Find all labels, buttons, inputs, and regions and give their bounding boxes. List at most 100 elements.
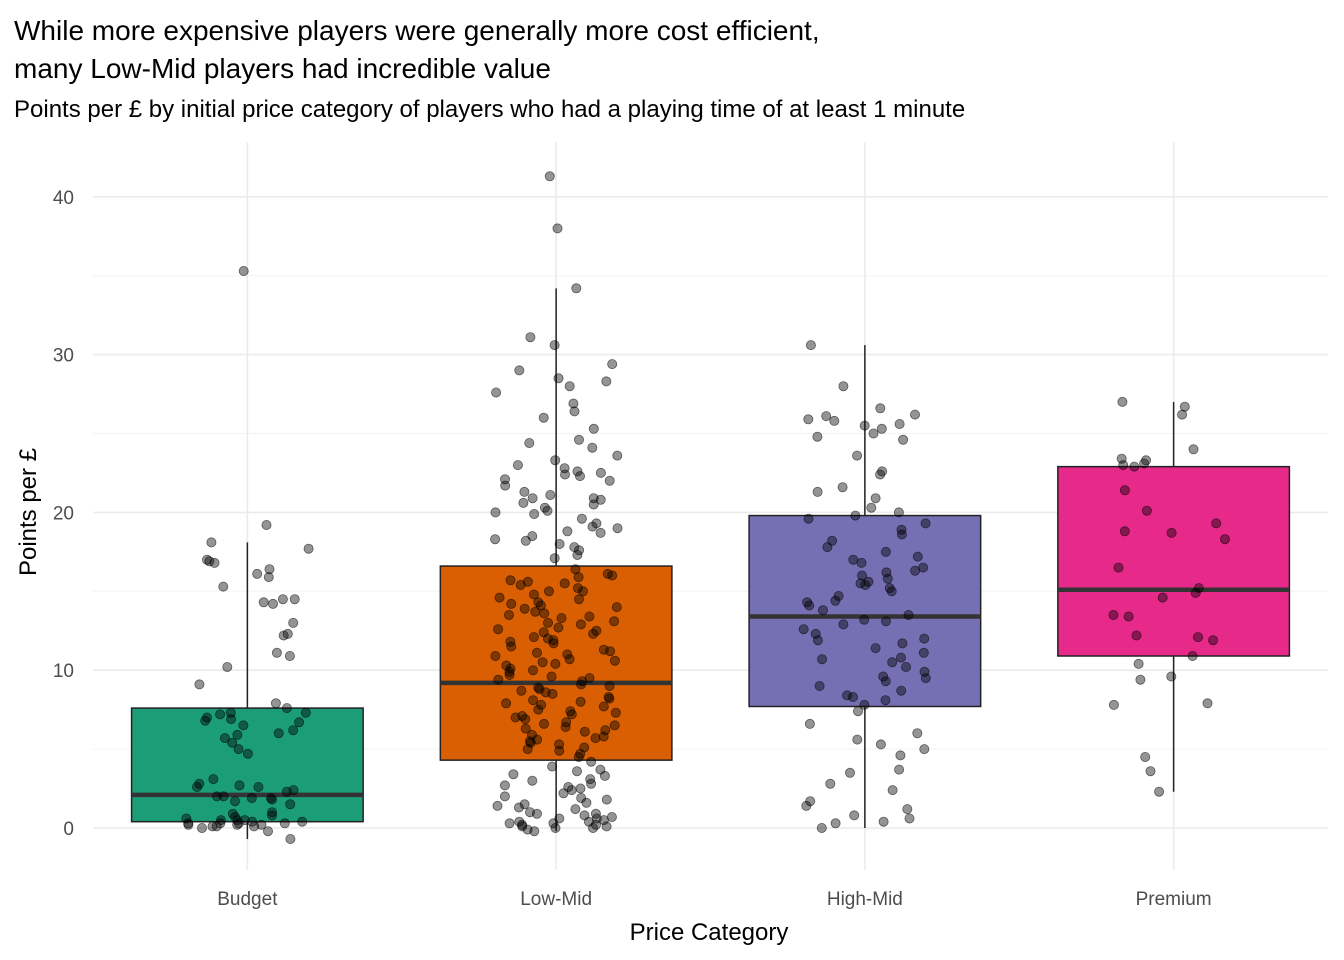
data-point bbox=[564, 654, 575, 665]
data-point bbox=[893, 507, 904, 518]
data-point bbox=[571, 283, 582, 294]
data-point bbox=[549, 340, 560, 351]
data-point bbox=[300, 707, 311, 718]
data-point bbox=[506, 598, 517, 609]
data-point bbox=[842, 690, 853, 701]
data-point bbox=[518, 497, 529, 508]
data-point bbox=[1166, 671, 1177, 682]
box-low-mid bbox=[439, 565, 673, 761]
data-point bbox=[568, 398, 579, 409]
data-point bbox=[829, 415, 840, 426]
data-point bbox=[850, 510, 861, 521]
data-point bbox=[605, 646, 616, 657]
data-point bbox=[902, 804, 913, 815]
data-point bbox=[910, 409, 921, 420]
data-point bbox=[294, 717, 305, 728]
data-point bbox=[896, 529, 907, 540]
data-point bbox=[266, 810, 277, 821]
data-point bbox=[881, 616, 892, 627]
data-point bbox=[277, 594, 288, 605]
data-point bbox=[837, 482, 848, 493]
data-point bbox=[215, 815, 226, 826]
data-point bbox=[604, 681, 615, 692]
data-point bbox=[1113, 562, 1124, 573]
data-point bbox=[880, 695, 891, 706]
data-point bbox=[852, 734, 863, 745]
data-point bbox=[532, 808, 543, 819]
data-point bbox=[525, 332, 536, 343]
data-point bbox=[601, 821, 612, 832]
data-point bbox=[529, 589, 540, 600]
data-point bbox=[590, 733, 601, 744]
data-point bbox=[853, 706, 864, 717]
data-point bbox=[878, 671, 889, 682]
data-point bbox=[591, 518, 602, 529]
data-point bbox=[1119, 485, 1130, 496]
data-point bbox=[868, 428, 879, 439]
data-point bbox=[207, 821, 218, 832]
data-point bbox=[1211, 518, 1222, 529]
data-point bbox=[533, 682, 544, 693]
data-point bbox=[584, 673, 595, 684]
data-point bbox=[289, 594, 300, 605]
data-point bbox=[1157, 592, 1168, 603]
data-point bbox=[273, 728, 284, 739]
data-point bbox=[859, 420, 870, 431]
data-point bbox=[1141, 505, 1152, 516]
data-point bbox=[574, 594, 585, 605]
data-point bbox=[560, 469, 571, 480]
data-point bbox=[536, 699, 547, 710]
data-point bbox=[517, 821, 528, 832]
data-point bbox=[219, 733, 230, 744]
data-point bbox=[525, 737, 536, 748]
data-point bbox=[194, 679, 205, 690]
data-point bbox=[505, 636, 516, 647]
data-point bbox=[1118, 460, 1129, 471]
data-point bbox=[553, 622, 564, 633]
data-point bbox=[575, 471, 586, 482]
data-point bbox=[1145, 766, 1156, 777]
data-point bbox=[503, 610, 514, 621]
data-point bbox=[533, 704, 544, 715]
x-tick-label: Budget bbox=[217, 889, 278, 910]
data-point bbox=[1123, 611, 1134, 622]
data-point bbox=[279, 818, 290, 829]
data-point bbox=[595, 764, 606, 775]
data-point bbox=[882, 573, 893, 584]
x-tick-label: Low-Mid bbox=[520, 889, 592, 910]
data-point bbox=[528, 695, 539, 706]
data-point bbox=[822, 542, 833, 553]
data-point bbox=[821, 411, 832, 422]
data-point bbox=[209, 557, 220, 568]
data-point bbox=[912, 551, 923, 562]
data-point bbox=[266, 794, 277, 805]
data-point bbox=[875, 469, 886, 480]
data-point bbox=[546, 671, 557, 682]
data-point bbox=[512, 460, 523, 471]
data-point bbox=[587, 442, 598, 453]
data-point bbox=[490, 651, 501, 662]
data-point bbox=[584, 611, 595, 622]
data-point bbox=[894, 764, 905, 775]
data-point bbox=[256, 819, 267, 830]
data-point bbox=[544, 171, 555, 182]
data-point bbox=[1202, 698, 1213, 709]
data-point bbox=[239, 815, 250, 826]
data-point bbox=[206, 537, 217, 548]
data-point bbox=[552, 223, 563, 234]
data-point bbox=[490, 507, 501, 518]
data-point bbox=[585, 774, 596, 785]
data-point bbox=[271, 647, 282, 658]
data-point bbox=[258, 597, 269, 608]
data-point bbox=[859, 699, 870, 710]
data-point bbox=[520, 535, 531, 546]
x-tick-labels: Budget Low-Mid High-Mid Premium bbox=[217, 889, 1211, 910]
data-point bbox=[529, 508, 540, 519]
data-point bbox=[604, 475, 615, 486]
data-point bbox=[529, 826, 540, 837]
data-point bbox=[1108, 610, 1119, 621]
data-point bbox=[200, 715, 211, 726]
data-point bbox=[903, 610, 914, 621]
data-point bbox=[499, 791, 510, 802]
data-point bbox=[1139, 458, 1150, 469]
